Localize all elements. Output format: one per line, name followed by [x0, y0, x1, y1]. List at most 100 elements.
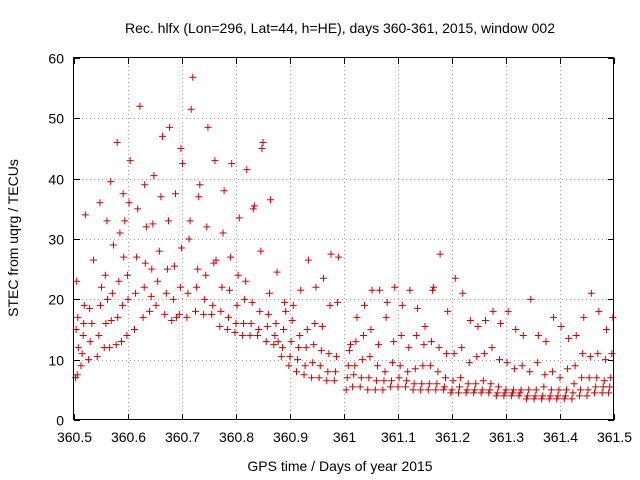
data-point	[519, 332, 527, 340]
data-point	[406, 286, 414, 294]
data-point	[79, 332, 87, 340]
y-axis-label: STEC from uqrg / TECUs	[5, 159, 21, 317]
data-point	[161, 310, 169, 318]
data-point	[98, 283, 106, 291]
data-point	[334, 298, 342, 306]
data-point	[103, 295, 111, 303]
data-point	[533, 359, 541, 367]
data-point	[609, 313, 617, 321]
data-point	[364, 386, 372, 394]
data-point	[309, 359, 317, 367]
data-point	[471, 386, 479, 394]
data-point	[531, 392, 539, 400]
x-axis-label: GPS time / Days of year 2015	[247, 458, 432, 474]
data-point	[136, 102, 144, 110]
data-point	[195, 193, 203, 201]
data-point	[434, 368, 442, 376]
x-tick-label: 360.8	[219, 429, 254, 445]
data-point	[227, 253, 235, 261]
data-point	[382, 313, 390, 321]
data-point	[480, 350, 488, 358]
data-point	[323, 377, 331, 385]
data-point	[396, 362, 404, 370]
data-point	[343, 374, 351, 382]
data-point	[600, 377, 608, 385]
data-point	[368, 286, 376, 294]
data-point	[116, 229, 124, 237]
data-point	[88, 319, 96, 327]
data-point	[80, 301, 88, 309]
data-point	[435, 344, 443, 352]
data-point	[562, 386, 570, 394]
data-point	[602, 326, 610, 333]
data-point	[147, 292, 155, 300]
data-point	[89, 256, 97, 264]
data-point	[444, 307, 452, 315]
data-point	[200, 310, 208, 318]
data-point	[163, 265, 171, 273]
data-point	[292, 368, 300, 376]
data-point	[218, 283, 226, 291]
data-point	[545, 395, 553, 403]
axis-ticks: 360.5 360.6 360.7 360.8 360.9 361 361.1 361.2 36…	[48, 51, 632, 446]
data-point	[274, 338, 282, 346]
data-point	[265, 289, 273, 297]
data-point	[312, 283, 320, 291]
data-point	[488, 344, 496, 352]
data-point	[526, 368, 534, 376]
x-tick-label: 360.5	[57, 429, 92, 445]
data-point	[258, 145, 266, 152]
data-point	[553, 395, 561, 403]
data-point	[477, 389, 485, 397]
data-points	[72, 73, 617, 403]
data-point	[295, 344, 303, 352]
data-point	[587, 289, 595, 297]
data-point	[285, 362, 293, 370]
data-point	[419, 362, 427, 370]
data-point	[141, 181, 149, 189]
data-point	[527, 295, 535, 303]
y-tick-label: 30	[48, 232, 64, 248]
data-point	[315, 374, 323, 382]
data-point	[257, 247, 265, 255]
y-tick-label: 50	[48, 111, 64, 127]
data-point	[86, 304, 94, 312]
data-point	[310, 341, 318, 349]
data-point	[462, 389, 470, 397]
data-point	[489, 307, 497, 315]
data-point	[565, 335, 573, 343]
data-point	[494, 383, 502, 391]
data-point	[273, 268, 281, 276]
y-tick-label: 20	[48, 292, 64, 308]
data-point	[456, 383, 464, 391]
data-point	[344, 362, 352, 370]
data-point	[262, 338, 270, 346]
data-point	[577, 386, 585, 394]
data-point	[511, 365, 519, 373]
data-point	[497, 319, 505, 327]
data-point	[523, 395, 531, 403]
data-point	[149, 220, 157, 228]
data-point	[249, 205, 257, 213]
data-point	[126, 157, 134, 165]
data-point	[187, 105, 195, 113]
data-point	[501, 389, 509, 397]
x-tick-label: 360.7	[165, 429, 200, 445]
data-point	[301, 362, 309, 370]
data-point	[202, 271, 210, 279]
data-point	[203, 223, 211, 231]
data-point	[433, 380, 441, 388]
data-point	[539, 392, 547, 400]
data-point	[534, 332, 542, 340]
data-point	[232, 319, 240, 327]
data-point	[256, 307, 264, 315]
data-point	[73, 371, 81, 379]
data-point	[302, 344, 310, 352]
data-point	[185, 235, 193, 243]
data-point	[583, 392, 591, 400]
plot-frame	[73, 57, 614, 420]
data-point	[386, 383, 394, 391]
data-point	[280, 326, 288, 333]
data-point	[593, 374, 601, 382]
data-point	[502, 386, 510, 394]
